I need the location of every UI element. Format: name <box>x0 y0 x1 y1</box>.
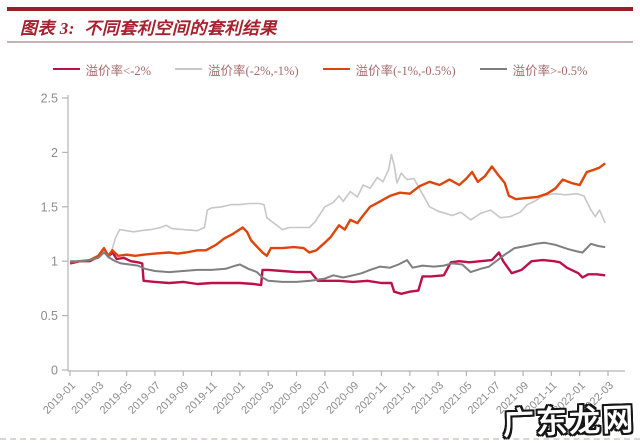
figure-title: 图表 3: 不同套利空间的套利结果 <box>20 19 277 38</box>
legend-swatch-1 <box>175 68 203 70</box>
series-line-3 <box>70 241 606 283</box>
series-line-2 <box>69 162 606 264</box>
y-tick-label: 1.5 <box>41 200 58 214</box>
y-tick-label: 2 <box>51 146 58 160</box>
title-top-rule <box>7 7 633 11</box>
legend-swatch-2 <box>322 68 350 70</box>
y-tick-label: 0 <box>51 364 58 378</box>
title-bottom-rule <box>7 41 633 43</box>
chart-legend: 溢价率<-2% 溢价率(-2%,-1%) 溢价率(-1%,-0.5%) 溢价率>-0.… <box>0 60 640 78</box>
y-tick-label: 1 <box>51 255 58 269</box>
legend-label-2: 溢价率(-1%,-0.5%) <box>355 63 456 78</box>
watermark-text: 广东龙网 <box>502 401 636 442</box>
legend-item-2: 溢价率(-1%,-0.5%) <box>322 60 456 79</box>
legend-label-1: 溢价率(-2%,-1%) <box>208 63 299 78</box>
series-line-0 <box>69 249 606 295</box>
legend-label-0: 溢价率<-2% <box>85 63 152 78</box>
legend-label-3: 溢价率>-0.5% <box>512 63 588 78</box>
y-tick-label: 0.5 <box>41 309 58 323</box>
legend-item-0: 溢价率<-2% <box>52 60 152 79</box>
legend-item-1: 溢价率(-2%,-1%) <box>175 60 299 79</box>
series-line-1 <box>70 153 606 263</box>
legend-swatch-3 <box>479 68 507 70</box>
y-tick-label: 2.5 <box>41 92 58 106</box>
page-bottom-rule <box>0 438 640 440</box>
legend-item-3: 溢价率>-0.5% <box>479 60 588 79</box>
legend-swatch-0 <box>52 68 80 70</box>
